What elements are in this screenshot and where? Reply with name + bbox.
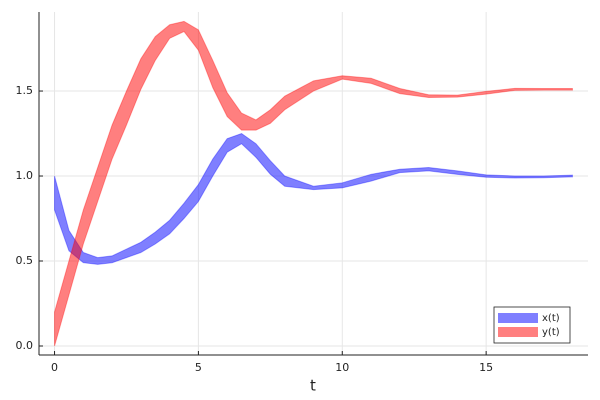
y-tick-label: 1.5 (16, 84, 34, 97)
plot-area (54, 20, 573, 347)
legend: x(t) y(t) (493, 306, 571, 344)
y-tick-label: 1.0 (16, 169, 34, 182)
legend-label: y(t) (542, 327, 560, 338)
x-tick-label: 10 (335, 361, 349, 374)
x-tick-label: 5 (195, 361, 202, 374)
x-axis-label: t (310, 377, 316, 395)
y-tick-label: 0.0 (16, 339, 34, 352)
legend-label: x(t) (542, 313, 560, 324)
legend-swatch (498, 327, 538, 337)
x-tick-label: 15 (479, 361, 493, 374)
ribbon (54, 132, 573, 265)
x-tick-label: 0 (51, 361, 58, 374)
y-tick-label: 0.5 (16, 254, 34, 267)
ribbon (54, 20, 573, 347)
legend-swatch (498, 313, 538, 323)
